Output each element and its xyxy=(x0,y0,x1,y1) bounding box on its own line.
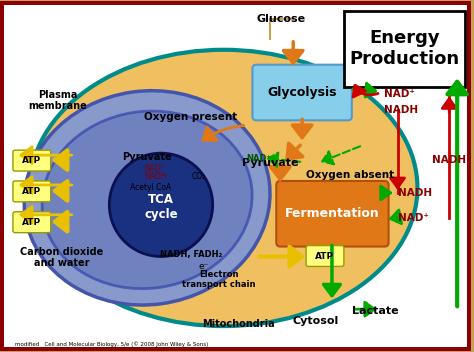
Text: NADH: NADH xyxy=(398,188,432,198)
Text: NADH: NADH xyxy=(432,155,466,165)
Text: Electron
transport chain: Electron transport chain xyxy=(182,270,255,289)
FancyBboxPatch shape xyxy=(13,150,51,171)
Text: Glycolysis: Glycolysis xyxy=(267,86,337,99)
Ellipse shape xyxy=(30,50,418,326)
Text: NAD⁺: NAD⁺ xyxy=(398,213,428,223)
Text: ATP: ATP xyxy=(22,218,41,227)
Text: CO₂: CO₂ xyxy=(191,172,206,182)
Text: ATP: ATP xyxy=(22,156,41,165)
Ellipse shape xyxy=(24,91,270,305)
Text: Pyruvate: Pyruvate xyxy=(122,152,172,162)
Text: Oxygen absent: Oxygen absent xyxy=(306,170,394,180)
Text: NADH, FADH₂: NADH, FADH₂ xyxy=(160,250,222,259)
Text: modified   Cell and Molecular Biology, 5/e (© 2008 John Wiley & Sons): modified Cell and Molecular Biology, 5/e… xyxy=(15,341,208,347)
Text: Energy
Production: Energy Production xyxy=(349,29,460,68)
Text: NAD⁺: NAD⁺ xyxy=(246,153,271,163)
FancyBboxPatch shape xyxy=(13,212,51,233)
Text: NADH: NADH xyxy=(383,105,418,115)
Text: TCA
cycle: TCA cycle xyxy=(144,193,178,221)
FancyBboxPatch shape xyxy=(276,181,389,246)
Text: ATP: ATP xyxy=(315,252,335,260)
Text: e⁻: e⁻ xyxy=(199,262,209,271)
Text: Lactate: Lactate xyxy=(352,306,399,316)
Text: ATP: ATP xyxy=(22,187,41,196)
Circle shape xyxy=(109,153,213,257)
FancyBboxPatch shape xyxy=(13,181,51,202)
Text: Carbon dioxide
and water: Carbon dioxide and water xyxy=(20,247,103,268)
Text: NAD⁺: NAD⁺ xyxy=(144,164,165,172)
Text: Glucose: Glucose xyxy=(256,14,306,24)
FancyBboxPatch shape xyxy=(306,246,344,266)
Ellipse shape xyxy=(42,111,252,289)
Text: Oxygen present: Oxygen present xyxy=(144,112,237,122)
Text: Mitochondria: Mitochondria xyxy=(202,319,275,329)
Text: Cytosol: Cytosol xyxy=(293,316,339,326)
Text: Pyruvate: Pyruvate xyxy=(242,158,299,168)
FancyBboxPatch shape xyxy=(253,65,352,120)
Text: NAD⁺: NAD⁺ xyxy=(383,88,414,99)
FancyBboxPatch shape xyxy=(344,11,465,87)
Text: NADH: NADH xyxy=(144,172,167,182)
Text: Fermentation: Fermentation xyxy=(284,207,379,220)
Text: Acetyl CoA: Acetyl CoA xyxy=(130,183,172,193)
Text: Plasma
membrane: Plasma membrane xyxy=(28,90,87,111)
